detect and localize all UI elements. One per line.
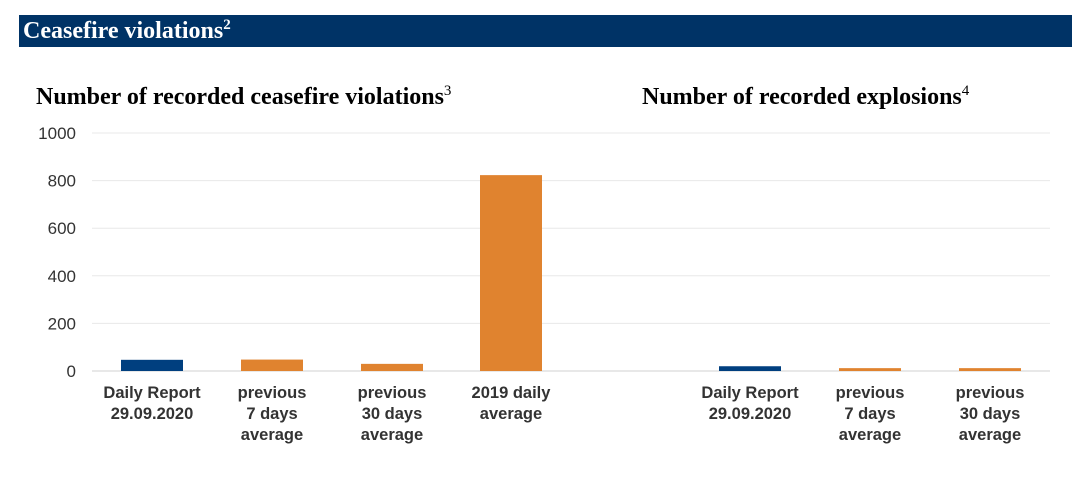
chart-title-violations-text: Number of recorded ceasefire violations [36,84,444,110]
x-tick-label: Daily Report [701,384,799,402]
chart-title-explosions-footnote: 4 [961,83,970,99]
chart-title-violations-footnote: 3 [443,83,452,99]
x-tick-label: average [839,426,901,444]
x-tick-label: previous [238,384,307,402]
bar [959,368,1021,371]
y-tick-label: 800 [48,172,76,191]
y-tick-label: 1000 [38,124,76,143]
x-tick-label: average [241,426,303,444]
x-tick-label: previous [358,384,427,402]
bar [361,363,423,371]
x-tick-label: average [959,426,1021,444]
x-tick-label: 7 days [246,405,297,423]
y-tick-label: 200 [48,314,76,333]
x-tick-label: Daily Report [103,384,201,402]
x-tick-label: 7 days [844,405,895,423]
bar [839,368,901,371]
section-title-footnote: 2 [223,17,231,33]
chart-title-explosions-text: Number of recorded explosions [642,84,962,110]
x-tick-label: 30 days [362,405,423,423]
x-tick-label: previous [836,384,905,402]
bar [121,359,183,371]
x-tick-label: 29.09.2020 [709,405,792,423]
section-title: Ceasefire violations [23,18,224,44]
y-tick-label: 400 [48,267,76,286]
x-tick-label: 30 days [960,405,1021,423]
x-tick-label: average [361,426,423,444]
x-tick-label: 29.09.2020 [111,405,194,423]
bar [241,359,303,371]
x-tick-label: average [480,405,542,423]
section-header: Ceasefire violations2 [19,15,1072,47]
bar [480,175,542,371]
x-tick-label: previous [956,384,1025,402]
y-tick-label: 0 [67,362,76,381]
x-tick-label: 2019 daily [472,384,552,402]
y-tick-label: 600 [48,219,76,238]
bar [719,366,781,371]
chart-title-violations: Number of recorded ceasefire violations3 [36,84,451,111]
chart-title-explosions: Number of recorded explosions4 [642,84,969,111]
